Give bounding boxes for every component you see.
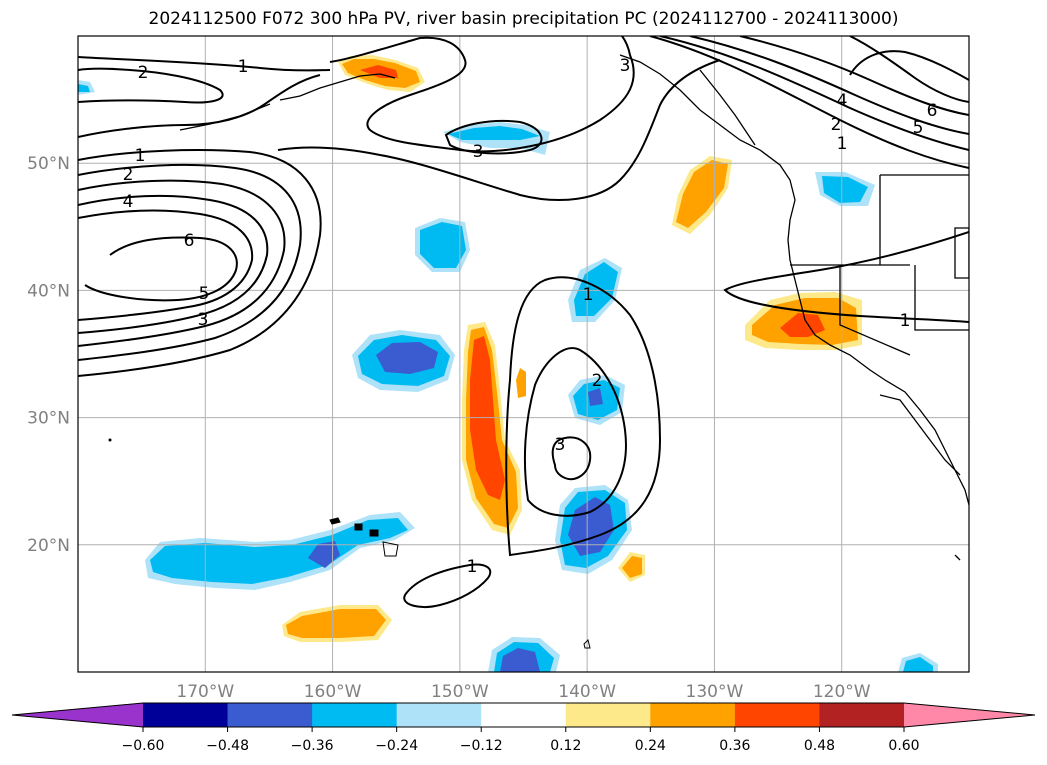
map-title: 2024112500 F072 300 hPa PV, river basin …: [148, 9, 899, 29]
precip-positive-region: [676, 160, 728, 228]
longitude-tick-label: 130°W: [686, 682, 744, 702]
colorbar-segment: [227, 703, 313, 727]
colorbar-segment: [565, 703, 651, 727]
longitude-tick-label: 150°W: [431, 682, 489, 702]
contour-label: 4: [837, 91, 848, 111]
colorbar-tick-label: 0.24: [635, 738, 666, 754]
longitude-labels: 170°W 160°W 150°W 140°W 130°W 120°W: [176, 682, 870, 702]
contour-label: 3: [555, 435, 566, 455]
precip-shading: [78, 55, 938, 672]
precip-positive-region: [622, 556, 642, 578]
precip-negative-region: [448, 126, 540, 140]
precip-negative-region: [500, 648, 540, 672]
precip-negative-region: [822, 176, 868, 203]
contour-label: 5: [199, 284, 210, 304]
precip-negative-region: [574, 262, 618, 316]
latitude-tick-label: 40°N: [27, 281, 70, 301]
longitude-tick-label: 170°W: [176, 682, 234, 702]
contour-label: 2: [592, 371, 603, 391]
colorbar-tick-label: −0.12: [460, 738, 503, 754]
precip-negative-region: [78, 84, 90, 92]
colorbar-tick-label: 0.36: [719, 738, 750, 754]
colorbar-segment: [312, 703, 398, 727]
colorbar-segment: [650, 703, 736, 727]
pv-contours: [78, 36, 969, 608]
contour-label: 4: [123, 192, 134, 212]
contour-label: 1: [238, 57, 249, 77]
colorbar-segment: [481, 703, 567, 727]
colorbar-segment: [143, 703, 229, 727]
colorbar-tick-label: 0.60: [888, 738, 919, 754]
map-plot-area: 2 1 2 1 4 6 5 3 3 3 4 2 1 5 6 1 2 3 1 1: [78, 36, 969, 672]
colorbar-tick-label: 0.12: [550, 738, 581, 754]
colorbar-segment: [396, 703, 482, 727]
contour-label: 1: [837, 134, 848, 154]
latitude-tick-label: 30°N: [27, 409, 70, 429]
precip-negative-region: [420, 222, 466, 268]
coastlines: [179, 54, 969, 561]
precip-negative-region: [588, 388, 603, 406]
contour-label: 3: [473, 142, 484, 162]
colorbar-extend-high: [904, 703, 1035, 727]
colorbar-extend-low: [12, 703, 143, 727]
contour-labels: 2 1 2 1 4 6 5 3 3 3 4 2 1 5 6 1 2 3 1 1: [123, 56, 938, 577]
colorbar-segment: [734, 703, 820, 727]
contour-label: 1: [900, 311, 911, 331]
islands: [108, 438, 591, 649]
colorbar-tick-label: −0.36: [291, 738, 334, 754]
colorbar-tick-label: −0.48: [206, 738, 249, 754]
colorbar-segment: [819, 703, 905, 727]
latitude-labels: 20°N 30°N 40°N 50°N: [27, 154, 70, 556]
contour-label: 2: [123, 165, 134, 185]
latitude-tick-label: 20°N: [27, 536, 70, 556]
colorbar-tick-label: −0.60: [122, 738, 165, 754]
contour-label: 3: [198, 310, 209, 330]
longitude-tick-label: 120°W: [813, 682, 871, 702]
contour-label: 2: [138, 63, 149, 83]
longitude-tick-label: 140°W: [558, 682, 616, 702]
latitude-tick-label: 50°N: [27, 154, 70, 174]
contour-label: 3: [620, 56, 631, 76]
contour-label: 2: [831, 115, 842, 135]
precip-positive-region: [360, 65, 398, 78]
colorbar-tick-label: −0.24: [375, 738, 418, 754]
map-frame: [77, 35, 970, 673]
precip-negative-region: [308, 541, 340, 568]
colorbar-tick-label: 0.48: [804, 738, 835, 754]
contour-label: 6: [184, 231, 195, 251]
contour-label: 1: [583, 285, 594, 305]
contour-label: 6: [927, 101, 938, 121]
colorbar: −0.60 −0.48 −0.36 −0.24 −0.12 0.12 0.24 0.36 0.4…: [11, 702, 1036, 754]
precip-positive-region: [780, 313, 825, 337]
longitude-tick-label: 160°W: [304, 682, 362, 702]
contour-label: 1: [467, 557, 478, 577]
precip-negative-region: [150, 518, 408, 584]
precip-negative-region: [903, 657, 933, 672]
contour-label: 5: [913, 118, 924, 138]
precip-negative-region: [376, 342, 438, 374]
contour-label: 1: [135, 146, 146, 166]
precip-positive-region: [286, 609, 386, 638]
precip-positive-region: [516, 368, 526, 398]
